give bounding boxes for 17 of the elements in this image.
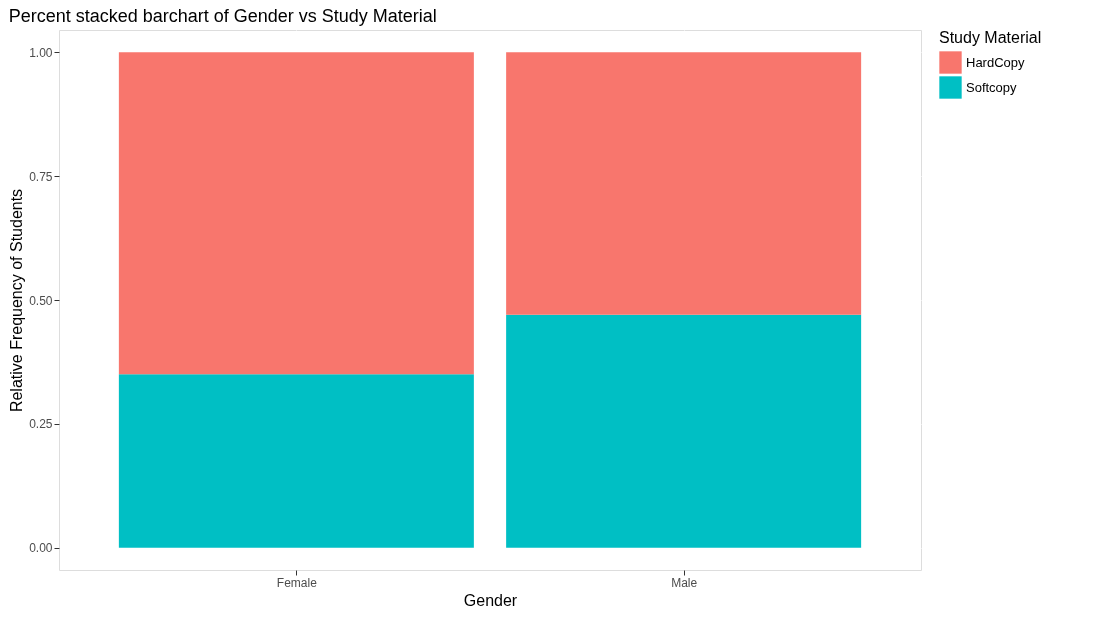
bar — [118, 374, 474, 548]
bar — [506, 52, 862, 315]
chart-title: Percent stacked barchart of Gender vs Study Material — [8, 6, 437, 26]
y-tick-label: 0.75 — [29, 169, 53, 184]
legend-label: Softcopy — [966, 79, 1018, 95]
x-axis-title: Gender — [463, 591, 518, 609]
x-tick-label: Male — [671, 575, 698, 590]
legend-title: Study Material — [939, 29, 1042, 46]
bar — [118, 52, 474, 375]
y-tick-label: 0.50 — [29, 293, 53, 308]
y-tick-label: 0.25 — [29, 417, 53, 432]
bar — [506, 314, 862, 548]
y-tick-label: 0.00 — [29, 541, 53, 556]
y-axis-title: Relative Frequency of Students — [8, 188, 26, 413]
y-tick-label: 1.00 — [29, 45, 53, 60]
x-tick-label: Female — [276, 575, 318, 590]
legend-label: HardCopy — [966, 54, 1026, 70]
